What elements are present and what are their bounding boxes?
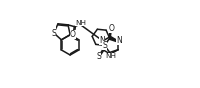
Text: N: N [99,36,104,45]
Text: NH: NH [104,53,115,59]
Text: S: S [96,52,101,61]
Text: O: O [70,30,76,40]
Text: N: N [115,36,121,45]
Text: S: S [102,41,106,50]
Text: O: O [108,24,114,33]
Text: S: S [51,29,56,38]
Text: NH: NH [75,20,86,26]
